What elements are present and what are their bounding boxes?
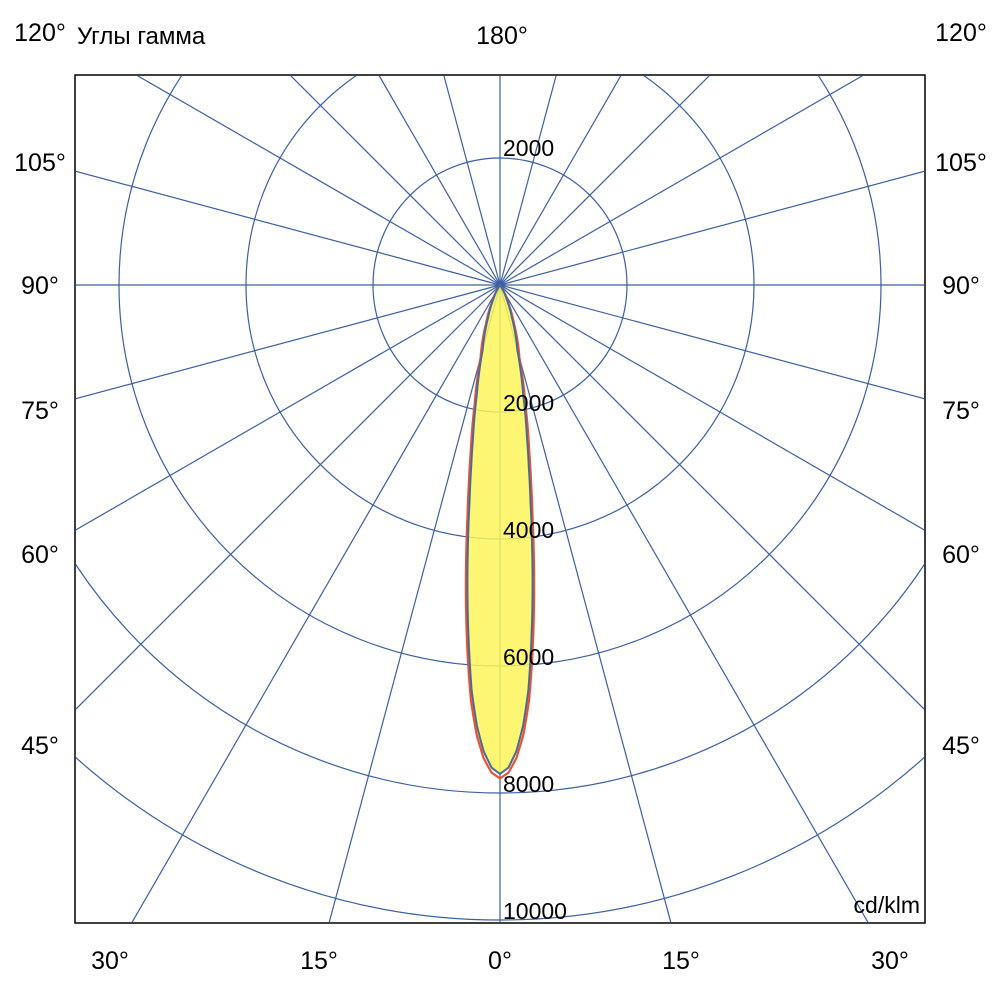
- gamma-label-right-45: 45°: [942, 732, 980, 760]
- gamma-label-left-105: 105°: [14, 149, 66, 177]
- unit-label: cd/klm: [854, 892, 920, 918]
- beam-curve-c90-c270: [466, 284, 534, 775]
- grid-ray-285: [76, 284, 501, 400]
- gamma-label-bottom-15r: 15°: [662, 947, 700, 975]
- grid-ray-195: [443, 76, 501, 286]
- grid-ray-30: [499, 284, 869, 922]
- grid-ray-315: [76, 284, 501, 710]
- radial-tick-4000: 4000: [503, 517, 554, 543]
- grid-ray-150: [499, 76, 622, 286]
- grid-ray-105: [499, 170, 924, 286]
- radial-tick-8000: 8000: [503, 771, 554, 797]
- gamma-label-bottom-30r: 30°: [871, 947, 909, 975]
- gamma-label-bottom-15l: 15°: [300, 947, 338, 975]
- grid-ray-120: [499, 76, 864, 286]
- radial-tick-6000: 6000: [503, 644, 554, 670]
- gamma-label-right-105: 105°: [935, 149, 987, 177]
- radial-tick-10000: 10000: [503, 898, 567, 924]
- gamma-label-right-60: 60°: [942, 541, 980, 569]
- gamma-label-left-90: 90°: [21, 272, 59, 300]
- gamma-label-left-45: 45°: [21, 732, 59, 760]
- grid-ray-300: [76, 284, 501, 531]
- grid-ray-210: [378, 76, 501, 286]
- radial-tick-2000: 2000: [503, 390, 554, 416]
- grid-ray-45: [499, 284, 924, 710]
- grid-ray-15: [499, 284, 672, 922]
- grid-ray-225: [290, 76, 501, 286]
- gamma-label-top-180: 180°: [476, 22, 528, 50]
- gamma-label-left-60: 60°: [21, 541, 59, 569]
- grid-ray-330: [131, 284, 501, 922]
- gamma-label-left-75: 75°: [21, 397, 59, 425]
- gamma-label-right-75: 75°: [942, 397, 980, 425]
- grid-ray-60: [499, 284, 924, 531]
- radial-tick-up-2000: 2000: [503, 135, 554, 161]
- grid-ray-75: [499, 284, 924, 400]
- chart-title: Углы гамма: [77, 23, 206, 50]
- gamma-label-bottom-0: 0°: [488, 947, 512, 975]
- grid-ray-255: [76, 170, 501, 286]
- grid-ray-165: [499, 76, 557, 286]
- grid-ray-240: [136, 76, 501, 286]
- plot-frame: [74, 74, 926, 924]
- gamma-label-bottom-30l: 30°: [91, 947, 129, 975]
- gamma-label-right-120: 120°: [935, 19, 987, 47]
- grid-ray-135: [499, 76, 710, 286]
- gamma-label-left-120: 120°: [14, 19, 66, 47]
- grid-ray-345: [328, 284, 501, 922]
- gamma-label-right-90: 90°: [942, 272, 980, 300]
